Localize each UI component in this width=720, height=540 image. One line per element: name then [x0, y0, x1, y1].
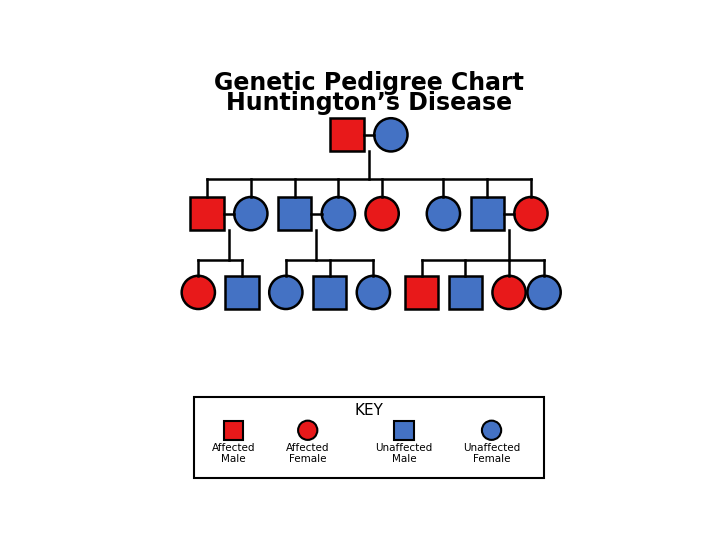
FancyBboxPatch shape: [225, 276, 258, 309]
FancyBboxPatch shape: [471, 197, 504, 230]
Circle shape: [366, 197, 399, 230]
Text: KEY: KEY: [354, 403, 384, 418]
Circle shape: [482, 421, 501, 440]
Text: Affected
Female: Affected Female: [286, 442, 330, 464]
FancyBboxPatch shape: [395, 421, 414, 440]
Circle shape: [374, 118, 408, 151]
Circle shape: [427, 197, 460, 230]
FancyBboxPatch shape: [313, 276, 346, 309]
Text: Affected
Male: Affected Male: [212, 442, 255, 464]
Circle shape: [234, 197, 267, 230]
Circle shape: [528, 276, 561, 309]
FancyBboxPatch shape: [449, 276, 482, 309]
Circle shape: [492, 276, 526, 309]
FancyBboxPatch shape: [330, 118, 364, 151]
Circle shape: [181, 276, 215, 309]
Text: Genetic Pedigree Chart: Genetic Pedigree Chart: [214, 71, 524, 96]
Circle shape: [298, 421, 318, 440]
Circle shape: [322, 197, 355, 230]
Text: Unaffected
Female: Unaffected Female: [463, 442, 520, 464]
Circle shape: [514, 197, 548, 230]
Circle shape: [356, 276, 390, 309]
FancyBboxPatch shape: [194, 397, 544, 478]
Text: Huntington’s Disease: Huntington’s Disease: [226, 91, 512, 115]
FancyBboxPatch shape: [405, 276, 438, 309]
Circle shape: [269, 276, 302, 309]
FancyBboxPatch shape: [278, 197, 311, 230]
FancyBboxPatch shape: [190, 197, 224, 230]
FancyBboxPatch shape: [224, 421, 243, 440]
Text: Unaffected
Male: Unaffected Male: [375, 442, 433, 464]
